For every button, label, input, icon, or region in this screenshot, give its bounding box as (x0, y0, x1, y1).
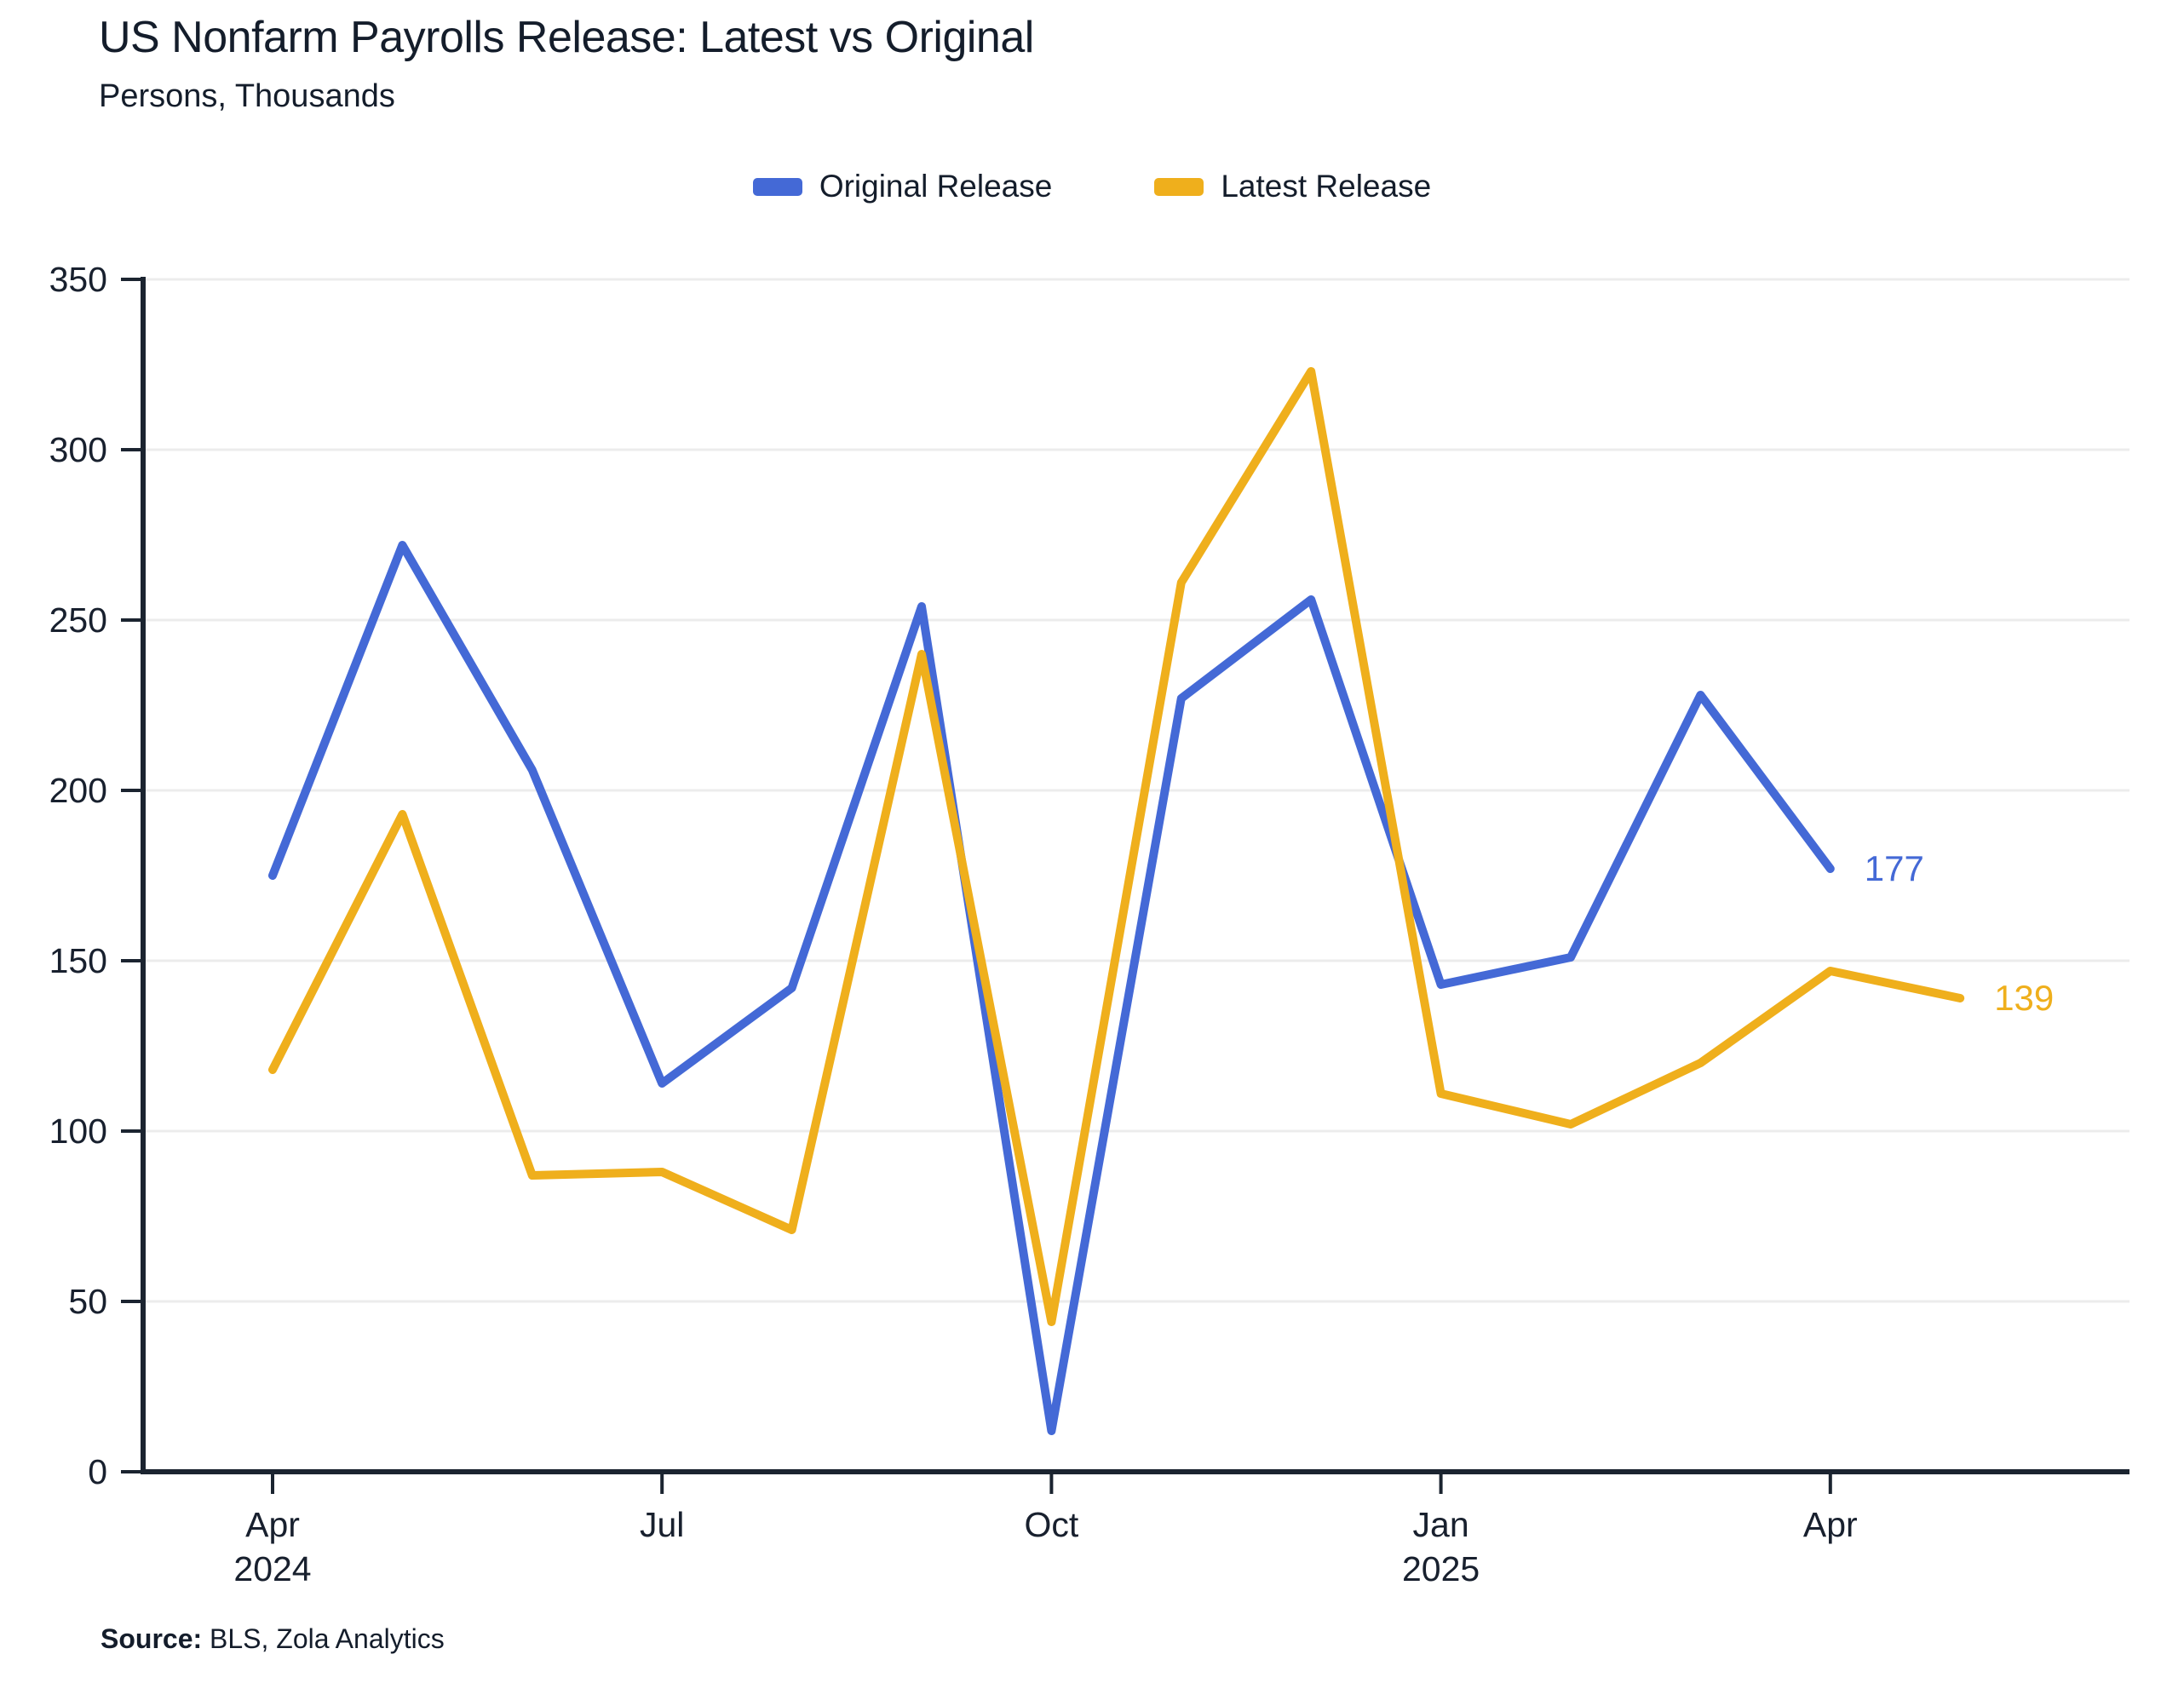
legend-swatch-latest-release (1154, 177, 1204, 196)
x-tick-label: Jan (1413, 1505, 1469, 1544)
x-tick-label-year: 2025 (1402, 1549, 1480, 1588)
legend-item-latest-release: Latest Release (1154, 169, 1431, 204)
x-tick-label-year: 2024 (233, 1549, 311, 1588)
legend-swatch-original-release (752, 177, 802, 196)
x-tick-label: Apr (245, 1505, 300, 1544)
y-tick-label: 100 (49, 1111, 107, 1151)
series-line-latest-release (268, 367, 1965, 1326)
y-tick-label: 250 (49, 600, 107, 640)
legend-label: Latest Release (1221, 169, 1432, 204)
chart-subtitle: Persons, Thousands (99, 78, 395, 114)
source-note: Source: BLS, Zola Analytics (101, 1623, 445, 1655)
x-tick-label: Jul (640, 1505, 684, 1544)
source-text: BLS, Zola Analytics (202, 1623, 445, 1654)
y-tick-label: 150 (49, 941, 107, 980)
x-tick-label: Apr (1803, 1505, 1858, 1544)
legend-item-original-release: Original Release (752, 169, 1053, 204)
y-tick-label: 50 (68, 1282, 107, 1321)
legend-label: Original Release (819, 169, 1053, 204)
chart-title: US Nonfarm Payrolls Release: Latest vs O… (99, 13, 1034, 62)
y-tick-label: 200 (49, 771, 107, 810)
source-label: Source: (101, 1623, 203, 1654)
series-line-original-release (268, 541, 1835, 1435)
series-end-label-original-release: 177 (1865, 848, 1924, 888)
x-tick-label: Oct (1025, 1505, 1079, 1544)
y-tick-label: 300 (49, 430, 107, 469)
legend: Original Release Latest Release (0, 169, 2184, 204)
y-tick-label: 0 (88, 1452, 107, 1491)
y-tick-label: 350 (49, 260, 107, 299)
series-end-label-latest-release: 139 (1994, 978, 2054, 1018)
